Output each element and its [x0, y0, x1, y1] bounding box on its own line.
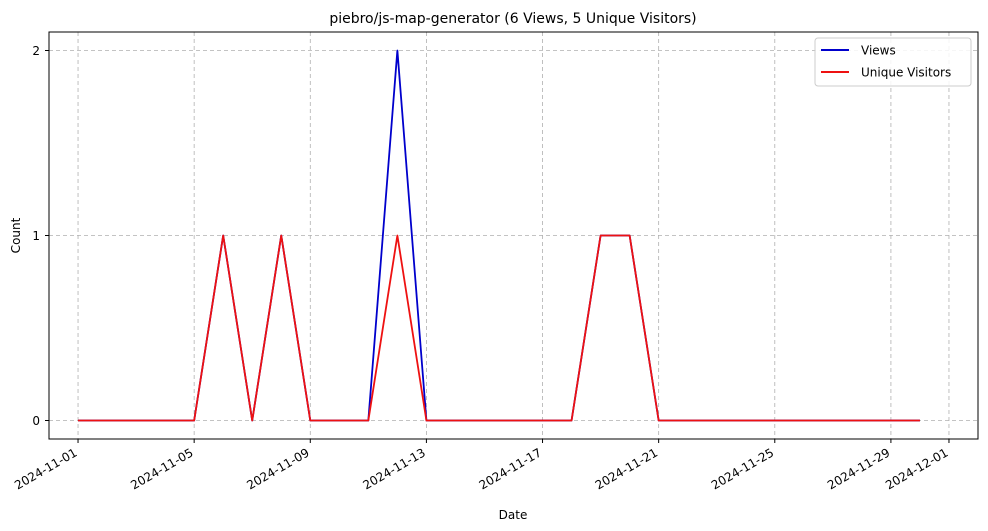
- grid: [49, 32, 978, 439]
- legend-label-views: Views: [861, 44, 896, 58]
- y-tick-label: 1: [32, 229, 40, 243]
- series-lines: [78, 49, 920, 422]
- legend-box: [814, 37, 972, 87]
- legend: Views Unique Visitors: [814, 37, 972, 87]
- y-axis-label: Count: [9, 217, 23, 253]
- legend-label-unique-visitors: Unique Visitors: [861, 66, 951, 80]
- series-line-unique-visitors: [78, 234, 920, 422]
- y-tick-label: 2: [32, 44, 40, 58]
- chart-title: piebro/js-map-generator (6 Views, 5 Uniq…: [329, 11, 696, 27]
- y-ticks: 0 1 2: [32, 44, 49, 428]
- x-axis-label: Date: [499, 508, 528, 522]
- y-tick-label: 0: [32, 414, 40, 428]
